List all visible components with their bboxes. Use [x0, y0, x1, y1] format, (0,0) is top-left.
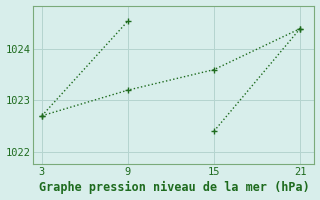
X-axis label: Graphe pression niveau de la mer (hPa): Graphe pression niveau de la mer (hPa) — [38, 181, 309, 194]
